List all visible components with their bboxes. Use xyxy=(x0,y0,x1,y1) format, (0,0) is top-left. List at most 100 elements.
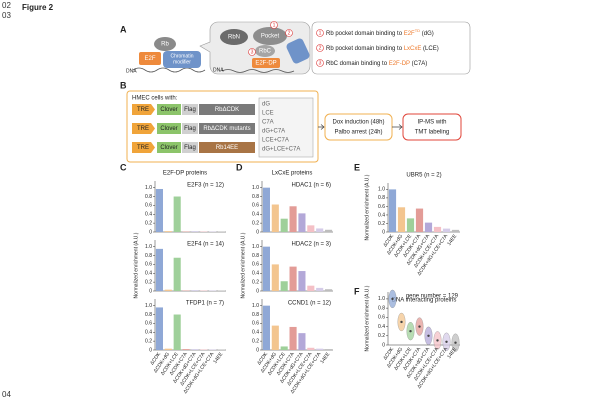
median xyxy=(427,334,430,337)
bar xyxy=(155,307,163,350)
flag-shape xyxy=(182,123,198,134)
clover-shape xyxy=(157,123,181,134)
y-tick-label: 0.4 xyxy=(252,330,259,336)
median xyxy=(400,320,403,324)
site-mark xyxy=(248,48,256,56)
site-mark xyxy=(285,29,293,37)
median xyxy=(418,325,421,328)
y-tick-label: 1.0 xyxy=(378,296,385,302)
y-tick-label: 0.4 xyxy=(378,212,385,218)
chart-name: HDAC1 (n = 6) xyxy=(291,183,331,189)
legend-box xyxy=(311,21,471,75)
bar xyxy=(298,333,306,350)
bar xyxy=(164,231,172,232)
bar xyxy=(415,208,424,232)
legend-highlight: LxCxE xyxy=(404,46,422,52)
y-tick-label: 0.8 xyxy=(378,195,385,201)
chart-name: E2F3 (n = 12) xyxy=(187,183,224,189)
y-tick-label: 0.2 xyxy=(145,220,152,226)
clover-label: Clover xyxy=(160,107,177,113)
bar xyxy=(164,289,172,291)
y-tick-label: 1.0 xyxy=(252,303,259,309)
y-tick-label: 0.2 xyxy=(378,333,385,339)
bar xyxy=(280,218,288,232)
mutant-box xyxy=(258,97,314,158)
y-axis-label: Normalized enrichment (A.U.) xyxy=(240,232,246,298)
dna xyxy=(132,67,206,73)
rb-shape xyxy=(154,37,176,51)
y-tick-label: 0 xyxy=(256,347,259,353)
bar xyxy=(271,204,279,232)
bar xyxy=(298,271,306,291)
mutant: dG+C7A xyxy=(262,129,285,135)
median xyxy=(436,339,439,342)
legend-mark xyxy=(316,44,324,52)
y-axis-label: Normalized enrichment (A.U.) xyxy=(364,285,370,351)
y-tick-label: 0.4 xyxy=(378,324,385,330)
step-text: Palbo arrest (24h) xyxy=(334,130,382,136)
legend-number: 1 xyxy=(319,30,322,36)
legend-text: Rb pocket domain binding to E2FTD (dG) xyxy=(326,28,434,37)
bar xyxy=(182,349,190,350)
legend-mark xyxy=(316,59,324,67)
y-axis-label: Normalized enrichment (A.U.) xyxy=(364,174,370,240)
y-tick-label: 0.6 xyxy=(252,262,259,268)
panel-title: E2F-DP proteins xyxy=(163,171,207,177)
arrow xyxy=(392,124,403,130)
rbn-label: RbN xyxy=(228,35,240,41)
e2f-label: E2F xyxy=(144,56,155,62)
median xyxy=(445,340,448,343)
bar xyxy=(325,289,333,291)
modifier-label: Chromatin xyxy=(170,53,193,59)
bar xyxy=(280,281,288,291)
bar xyxy=(307,225,315,232)
e2fdp-shape xyxy=(252,58,280,68)
y-tick-label: 0.8 xyxy=(145,194,152,200)
y-tick-label: 0.4 xyxy=(145,212,152,218)
legend-text: Rb pocket domain binding to LxCxE (LCE) xyxy=(326,46,439,52)
bar xyxy=(442,228,451,232)
flag-label: Flag xyxy=(184,126,196,132)
bar xyxy=(397,207,406,232)
legend-sup: TD xyxy=(415,28,420,33)
y-tick-label: 0.6 xyxy=(145,321,152,327)
rb-shape xyxy=(199,104,255,115)
dna xyxy=(221,69,295,73)
y-tick-label: 0.6 xyxy=(252,321,259,327)
dna-label: DNA xyxy=(213,67,224,73)
y-tick-label: 0.6 xyxy=(145,203,152,209)
site-mark xyxy=(270,21,278,29)
median xyxy=(409,329,412,333)
bar xyxy=(155,188,163,232)
dna-label: DNA xyxy=(126,68,137,74)
y-tick-label: 0.2 xyxy=(378,221,385,227)
y-tick-label: 0 xyxy=(382,229,385,235)
bar xyxy=(289,206,297,232)
bar xyxy=(262,246,270,291)
y-tick-label: 0.6 xyxy=(378,315,385,321)
bar xyxy=(298,213,306,232)
x-tick-label: 14EE xyxy=(446,233,458,247)
y-tick-label: 0.6 xyxy=(145,262,152,268)
site-number: 2 xyxy=(288,30,291,36)
legend-part: (LCE) xyxy=(421,46,438,52)
rb-label: Rb xyxy=(161,42,169,48)
y-tick-label: 1.0 xyxy=(145,244,152,250)
site-number: 3 xyxy=(251,49,254,55)
flag-shape xyxy=(182,104,198,115)
modifier-shape xyxy=(163,51,201,68)
y-tick-label: 0.4 xyxy=(145,271,152,277)
bar xyxy=(262,305,270,350)
bar xyxy=(307,347,315,350)
panel-label: C xyxy=(120,162,127,172)
y-tick-label: 0 xyxy=(256,288,259,294)
y-tick-label: 1.0 xyxy=(145,303,152,309)
panel-label: D xyxy=(236,162,243,172)
line-number: 04 xyxy=(2,390,11,399)
tre-label: TRE xyxy=(137,107,149,113)
mutant: LCE xyxy=(262,111,274,117)
panel-title: LxCxE proteins xyxy=(272,171,313,177)
bar xyxy=(173,314,181,350)
chart-name: gene number = 129 xyxy=(406,294,459,300)
x-tick-label: 14EE xyxy=(212,351,224,365)
